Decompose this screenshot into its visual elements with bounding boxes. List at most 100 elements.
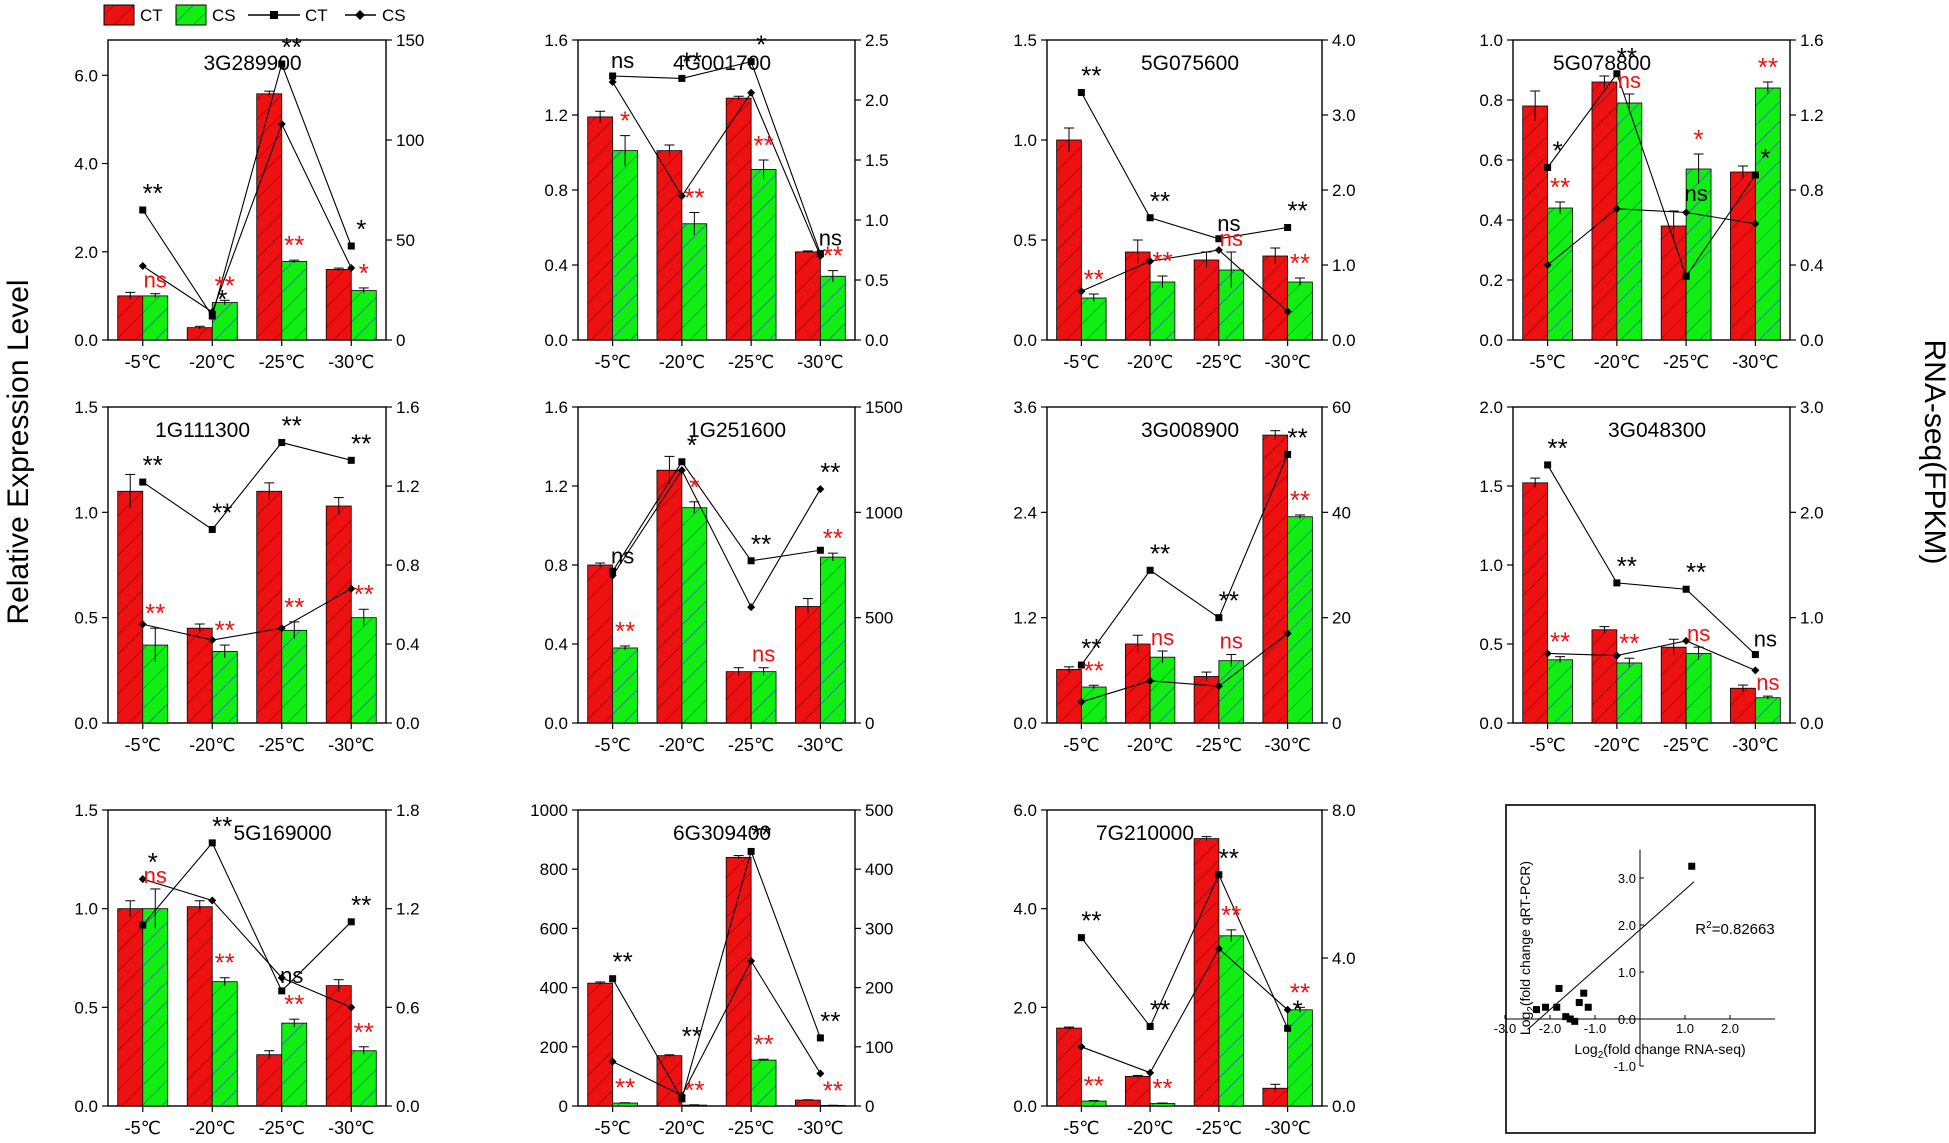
y-tick-label: 0.0 — [544, 331, 568, 350]
y2-tick-label: 0.0 — [1332, 331, 1356, 350]
significance-rnaseq: ns — [1685, 181, 1708, 206]
scatter-x-label-part: (fold change RNA-seq) — [1603, 1041, 1745, 1057]
significance-qpcr: ** — [1152, 1073, 1172, 1103]
panel-3: 0.0 0.2 0.4 0.6 0.8 1.0 0.0 0.4 0.8 1.2 1.6 -5℃ -20℃… — [1479, 31, 1823, 372]
y2-tick-label: 0 — [865, 1097, 874, 1116]
y2-tick-label: 0.6 — [396, 998, 420, 1017]
scatter-point — [1566, 1015, 1574, 1023]
y-tick-label: 0.0 — [1479, 331, 1503, 350]
legend-cs-bar-label: CS — [212, 6, 236, 25]
significance-qpcr: ** — [823, 523, 843, 553]
y-tick-label: 1.0 — [74, 900, 98, 919]
line-cs-marker — [1214, 246, 1223, 254]
panel-7: 0.0 0.5 1.0 1.5 2.0 0.0 1.0 2.0 3.0 -5℃ -20℃ -25℃ -3… — [1479, 398, 1823, 755]
significance-qpcr: ** — [615, 1073, 635, 1103]
significance-qpcr: ns — [1220, 629, 1243, 654]
line-ct-marker — [1284, 1024, 1292, 1032]
significance-qpcr: ** — [1550, 627, 1570, 657]
line-cs-marker — [277, 120, 286, 128]
y-right-axis-label: RNA-seq(FPKM) — [1918, 339, 1949, 564]
r-squared-label: R2=0.82663 — [1695, 920, 1774, 938]
y2-tick-label: 1.2 — [396, 900, 420, 919]
significance-qpcr: ns — [1220, 226, 1243, 251]
y-tick-label: 0.0 — [74, 714, 98, 733]
y-tick-label: 0.2 — [1479, 271, 1503, 290]
y-tick-label: 200 — [540, 1038, 568, 1057]
panel-title: 1G111300 — [155, 419, 250, 442]
y-tick-label: 2.0 — [74, 243, 98, 262]
y-tick-label: 1.2 — [544, 477, 568, 496]
y2-tick-label: 1.2 — [1800, 106, 1824, 125]
y2-tick-label: 0.0 — [1332, 1097, 1356, 1116]
line-cs-marker — [1214, 682, 1223, 691]
significance-qpcr: ** — [354, 579, 374, 609]
y-tick-label: 3.6 — [1013, 398, 1037, 417]
bar-ct — [1660, 646, 1687, 724]
bar-cs — [1685, 653, 1712, 724]
y2-tick-label: 50 — [396, 231, 415, 250]
panel-title: 6G309400 — [673, 822, 771, 845]
line-cs-marker — [608, 78, 617, 86]
line-cs-marker — [277, 973, 286, 982]
x-tick-label: -30℃ — [797, 352, 843, 372]
scatter-point — [1688, 862, 1696, 870]
significance-rnaseq: ** — [1150, 994, 1170, 1024]
bar-ct — [1262, 434, 1289, 724]
y2-tick-label: 0 — [1332, 714, 1341, 733]
line-ct-marker — [1613, 579, 1621, 587]
y2-tick-label: 0.0 — [1800, 331, 1824, 350]
bar-ct — [1262, 255, 1289, 341]
scatter-y-tick-label: -1.0 — [1614, 1059, 1636, 1074]
panel-title: 5G075600 — [1141, 52, 1239, 75]
significance-rnaseq: ** — [143, 450, 163, 480]
bar-ct — [325, 269, 352, 341]
significance-qpcr: ** — [1290, 977, 1310, 1007]
bar-ct — [587, 982, 614, 1107]
bar-cs — [281, 261, 308, 341]
significance-rnaseq: ns — [280, 963, 303, 988]
panel-10: 0.02.04.06.00.04.08.0-5℃ -20℃ -25℃ -30℃****… — [1013, 801, 1355, 1138]
significance-qpcr: ** — [145, 598, 165, 628]
x-tick-label: -20℃ — [1127, 352, 1173, 372]
line-cs-marker — [1543, 649, 1552, 658]
significance-rnaseq: ** — [1288, 422, 1308, 452]
bar-ct — [186, 327, 213, 341]
x-tick-label: -20℃ — [659, 735, 705, 755]
legend: CT CS CT CS — [103, 4, 406, 26]
significance-rnaseq: ** — [751, 819, 771, 849]
x-tick-label: -30℃ — [328, 352, 374, 372]
line-cs-marker — [208, 896, 217, 905]
y-tick-label: 0.0 — [1013, 714, 1037, 733]
line-ct-marker — [1284, 450, 1292, 458]
line-ct-marker — [816, 546, 824, 554]
y2-tick-label: 0.5 — [865, 271, 889, 290]
line-cs-marker — [1077, 1042, 1086, 1051]
bar-ct — [1124, 251, 1151, 341]
y-tick-label: 4.0 — [74, 155, 98, 174]
panel-4: 0.0 0.5 1.0 1.5 0.0 0.4 0.8 1.2 1.6 -5℃ -20℃ -25℃ -3… — [74, 398, 419, 755]
line-cs-marker — [1146, 676, 1155, 685]
significance-rnaseq: ns — [819, 226, 842, 251]
significance-rnaseq: * — [217, 284, 227, 314]
line-cs — [612, 959, 821, 1097]
bar-ct — [325, 505, 352, 724]
significance-qpcr: * — [620, 106, 630, 136]
line-ct-marker — [278, 439, 286, 447]
line-ct — [612, 849, 821, 1101]
bar-ct — [587, 564, 614, 724]
significance-qpcr: * — [1694, 124, 1704, 154]
x-tick-label: -25℃ — [1663, 352, 1709, 372]
line-ct-marker — [1077, 661, 1085, 669]
y2-tick-label: 500 — [865, 609, 893, 628]
line-cs-marker — [747, 603, 756, 612]
y2-tick-label: 0.0 — [396, 714, 420, 733]
bar-ct — [1193, 259, 1220, 341]
significance-rnaseq: ns — [1754, 627, 1777, 652]
x-tick-label: -20℃ — [189, 1118, 235, 1138]
line-cs-marker — [1283, 307, 1292, 316]
significance-rnaseq: ** — [1219, 586, 1239, 616]
line-cs-marker — [1682, 636, 1691, 645]
significance-qpcr: ns — [752, 642, 775, 667]
bar-cs — [281, 629, 308, 724]
